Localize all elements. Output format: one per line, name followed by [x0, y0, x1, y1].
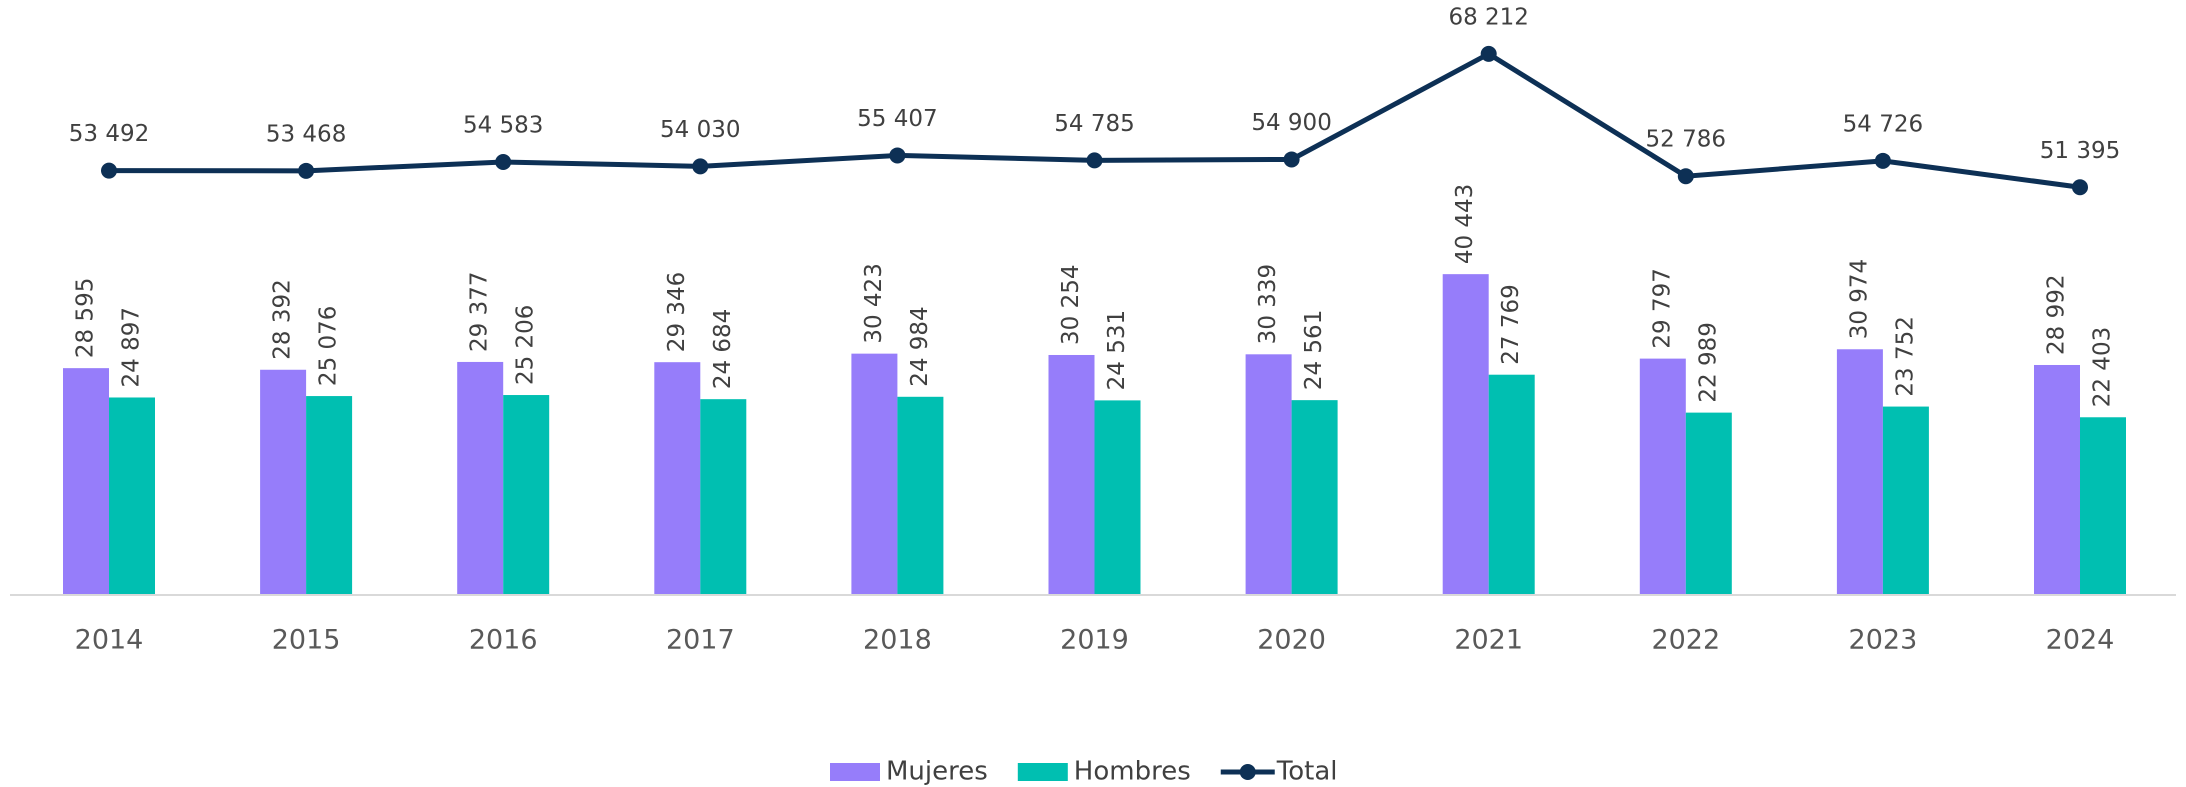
value-label: 30 423: [861, 263, 887, 343]
bar: [654, 362, 701, 595]
value-label: 51 395: [2040, 138, 2120, 164]
value-label: 22 403: [2090, 327, 2116, 407]
value-label: 54 583: [463, 112, 543, 138]
x-tick-label: 2020: [1257, 625, 1326, 656]
value-label: 24 561: [1301, 310, 1327, 390]
value-label: 24 684: [710, 309, 736, 389]
bar: [2034, 364, 2080, 595]
line-marker: [298, 162, 315, 179]
bar: [2080, 417, 2126, 595]
x-tick-label: 2024: [2046, 625, 2115, 656]
bar: [1488, 374, 1535, 595]
line-marker: [692, 158, 709, 175]
legend-label: Hombres: [1074, 757, 1191, 787]
bar: [1442, 274, 1489, 595]
line-marker: [1283, 151, 1300, 168]
value-label: 30 339: [1255, 264, 1281, 344]
bar: [457, 361, 504, 595]
line-marker: [495, 153, 512, 170]
value-label: 24 984: [907, 306, 933, 386]
bar: [1836, 349, 1883, 595]
value-label: 24 897: [119, 307, 145, 387]
value-label: 54 785: [1054, 111, 1134, 137]
value-label: 25 076: [316, 306, 342, 386]
value-label: 30 974: [1846, 259, 1872, 339]
value-label: 23 752: [1892, 316, 1918, 396]
value-label: 25 206: [513, 305, 539, 385]
x-tick-label: 2014: [75, 625, 144, 656]
line-marker: [1874, 152, 1891, 169]
line-marker: [1677, 168, 1694, 185]
value-label: 28 992: [2044, 275, 2070, 355]
value-label: 27 769: [1498, 284, 1524, 364]
legend-swatch: [1239, 764, 1256, 780]
bar: [851, 353, 898, 595]
bar: [306, 396, 353, 595]
legend-swatch: [830, 763, 880, 781]
value-label: 29 797: [1649, 268, 1675, 348]
line-marker: [889, 147, 906, 164]
line-marker: [1086, 152, 1103, 169]
bar: [1685, 412, 1732, 595]
legend-swatch: [1017, 763, 1068, 781]
bar: [1882, 406, 1929, 595]
bar: [109, 397, 155, 595]
x-tick-label: 2019: [1060, 625, 1129, 656]
value-label: 54 030: [660, 117, 740, 143]
x-tick-label: 2016: [469, 625, 538, 656]
value-label: 55 407: [857, 106, 937, 132]
bar: [897, 396, 944, 595]
line-marker: [1480, 45, 1497, 62]
line-marker: [101, 162, 117, 179]
bar: [700, 399, 747, 595]
value-label: 53 468: [266, 121, 346, 147]
value-label: 54 726: [1843, 111, 1923, 137]
line-marker: [2072, 179, 2088, 196]
value-label: 54 900: [1251, 110, 1331, 136]
legend-label: Mujeres: [886, 757, 988, 787]
bar: [1245, 354, 1292, 595]
x-tick-label: 2018: [863, 625, 932, 656]
bar: [63, 368, 109, 595]
value-label: 29 377: [467, 271, 493, 351]
x-tick-label: 2021: [1454, 625, 1523, 656]
value-label: 29 346: [664, 272, 690, 352]
value-label: 28 595: [73, 278, 99, 358]
value-label: 22 989: [1695, 322, 1721, 402]
x-tick-label: 2023: [1849, 625, 1918, 656]
value-label: 28 392: [270, 279, 296, 359]
x-tick-label: 2017: [666, 625, 735, 656]
bar: [1094, 400, 1141, 595]
value-label: 52 786: [1646, 127, 1726, 153]
bar: [260, 369, 307, 595]
bar: [503, 395, 550, 595]
bar: [1048, 354, 1095, 595]
bar: [1291, 400, 1338, 595]
value-label: 30 254: [1058, 265, 1084, 345]
x-tick-label: 2015: [272, 625, 341, 656]
value-label: 53 492: [69, 121, 149, 147]
legend-label: Total: [1276, 757, 1338, 787]
value-label: 24 531: [1104, 310, 1130, 390]
value-label: 68 212: [1448, 4, 1528, 30]
value-label: 40 443: [1452, 184, 1478, 264]
bar: [1639, 358, 1686, 595]
x-tick-label: 2022: [1651, 625, 1720, 656]
